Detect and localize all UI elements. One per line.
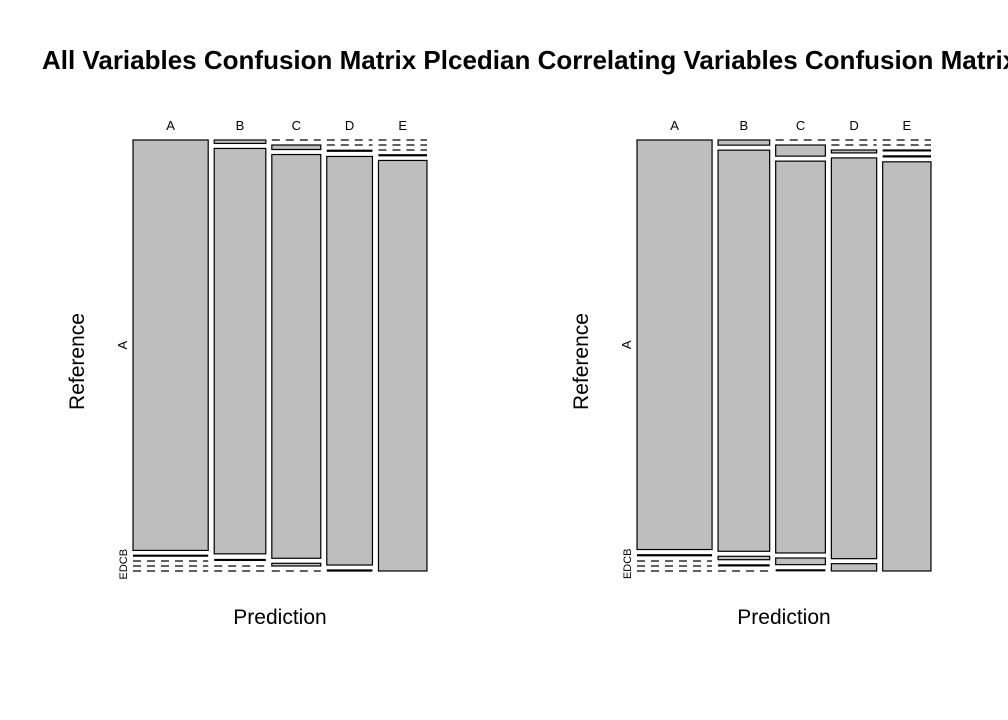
x-tick-label-b: B [740,118,749,133]
cell-e-d [830,563,878,572]
mosaic-panel-all-variables: A B C D E A EDCB Prediction Reference [66,118,428,629]
cell-d-c [775,557,826,566]
cell-d-d [830,157,878,560]
cell-c-c [271,153,322,559]
cell-a-a [636,139,713,551]
y-tick-label-edcb: EDCB [118,549,130,580]
x-tick-label-c: C [292,118,301,133]
cell-e-e [377,159,428,572]
cell-c-d [830,149,878,154]
cell-c-b [717,555,771,561]
x-tick-label-b: B [236,118,245,133]
cell-b-c [775,144,826,157]
x-tick-label-d: D [345,118,354,133]
cell-a-b [213,139,267,145]
cell-a-a [132,139,209,552]
cell-b-b [213,147,267,555]
x-tick-label-c: C [796,118,805,133]
cell-b-b [717,149,771,552]
x-tick-label-d: D [849,118,858,133]
cell-e-e [882,161,932,572]
cell-a-b [717,139,771,146]
cell-b-c [271,144,322,151]
x-tick-label-e: E [903,118,912,133]
cell-d-c [271,562,322,567]
y-tick-label-a: A [619,340,634,349]
y-tick-label-a: A [115,341,130,350]
cell-c-c [775,160,826,554]
x-tick-label-e: E [398,118,407,133]
x-axis-title: Prediction [737,606,830,629]
figure-title: All Variables Confusion Matrix Plcedian … [42,45,1008,75]
cell-d-d [326,155,374,566]
x-tick-label-a: A [670,118,679,133]
y-axis-title: Reference [570,313,593,410]
mosaic-panel-median-correlating: A B C D E A EDCB Prediction Reference [570,118,932,629]
y-tick-label-edcb: EDCB [622,548,634,579]
x-tick-label-a: A [166,118,175,133]
x-axis-title: Prediction [233,606,326,629]
y-axis-title: Reference [66,313,89,410]
